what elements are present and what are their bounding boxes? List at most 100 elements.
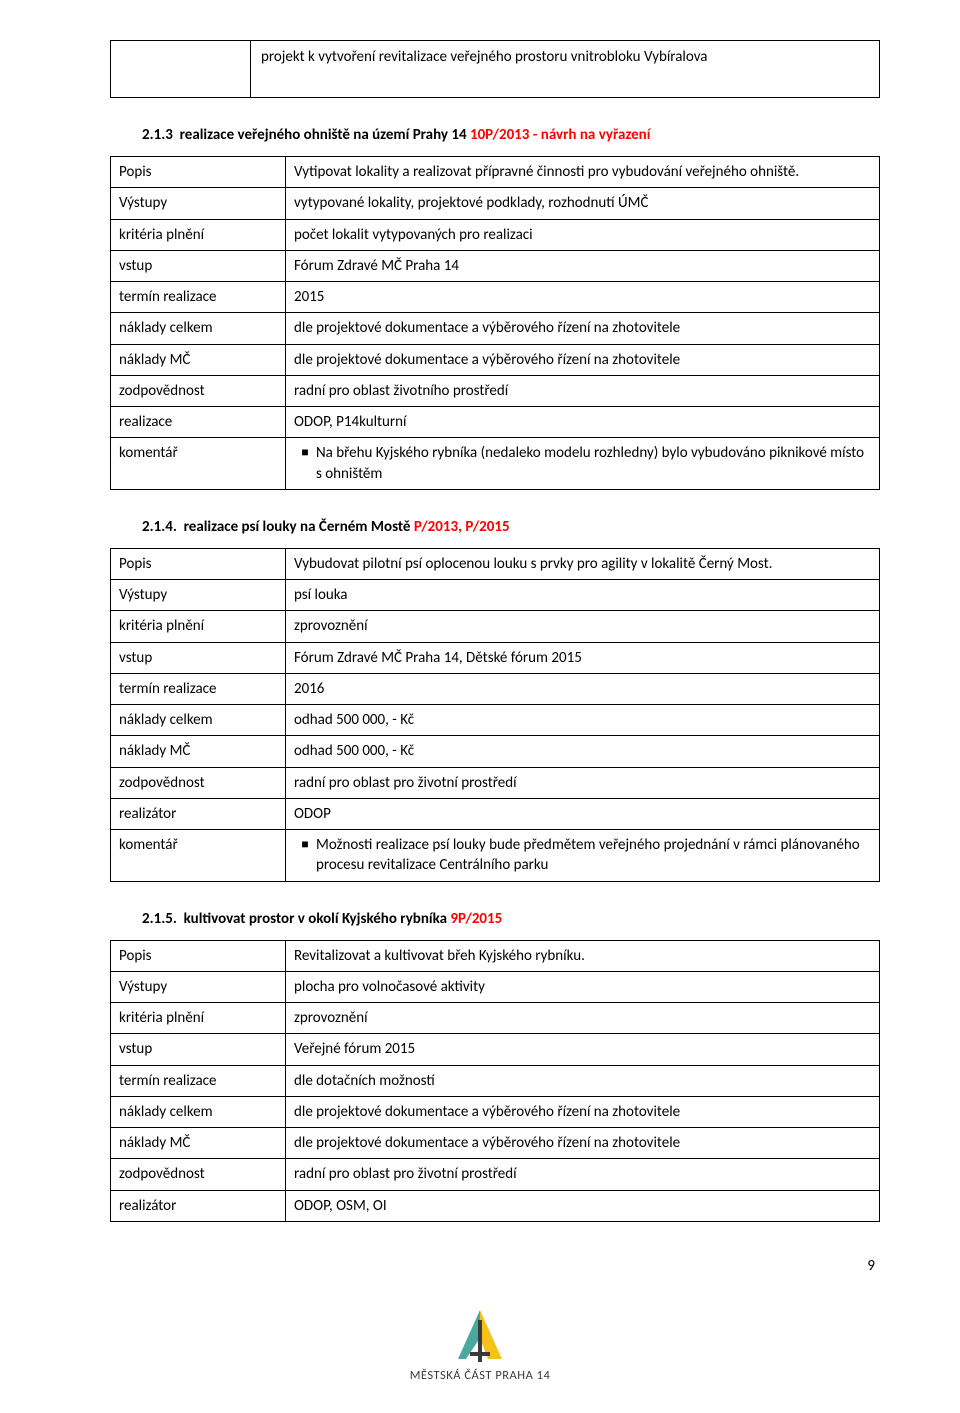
row-label: Popis bbox=[111, 940, 286, 971]
section-num: 2.1.4. bbox=[142, 518, 177, 536]
row-label: náklady MČ bbox=[111, 736, 286, 767]
section-title-black: realizace veřejného ohniště na území Pra… bbox=[180, 126, 470, 144]
table-row: PopisRevitalizovat a kultivovat břeh Kyj… bbox=[111, 940, 880, 971]
row-label: vstup bbox=[111, 642, 286, 673]
row-label: náklady MČ bbox=[111, 1128, 286, 1159]
row-label: termín realizace bbox=[111, 673, 286, 704]
row-value: počet lokalit vytypovaných pro realizaci bbox=[286, 219, 880, 250]
table-row: náklady MČdle projektové dokumentace a v… bbox=[111, 344, 880, 375]
row-label: termín realizace bbox=[111, 282, 286, 313]
row-value: dle projektové dokumentace a výběrového … bbox=[286, 1096, 880, 1127]
row-value: vytypované lokality, projektové podklady… bbox=[286, 188, 880, 219]
table-row: termín realizacedle dotačních možností bbox=[111, 1065, 880, 1096]
row-value: plocha pro volnočasové aktivity bbox=[286, 971, 880, 1002]
row-value: Revitalizovat a kultivovat břeh Kyjského… bbox=[286, 940, 880, 971]
bullet-text: Možnosti realizace psí louky bude předmě… bbox=[316, 835, 871, 876]
row-label: Popis bbox=[111, 157, 286, 188]
row-value: Vytipovat lokality a realizovat přípravn… bbox=[286, 157, 880, 188]
table-row: náklady celkemodhad 500 000, - Kč bbox=[111, 705, 880, 736]
row-value: ■ Možnosti realizace psí louky bude před… bbox=[286, 830, 880, 882]
section-heading-213: 2.1.3 realizace veřejného ohniště na úze… bbox=[142, 126, 880, 144]
section-num: 2.1.3 bbox=[142, 126, 173, 144]
row-label: kritéria plnění bbox=[111, 611, 286, 642]
row-value: radní pro oblast životního prostředí bbox=[286, 375, 880, 406]
row-value: dle dotačních možností bbox=[286, 1065, 880, 1096]
row-value: dle projektové dokumentace a výběrového … bbox=[286, 1128, 880, 1159]
row-value: psí louka bbox=[286, 580, 880, 611]
section-title-red: P/2013, P/2015 bbox=[414, 518, 510, 536]
top-box-empty-cell bbox=[111, 41, 251, 97]
table-row: termín realizace2016 bbox=[111, 673, 880, 704]
row-label: zodpovědnost bbox=[111, 375, 286, 406]
row-label: vstup bbox=[111, 250, 286, 281]
row-label: realizátor bbox=[111, 798, 286, 829]
row-label: vstup bbox=[111, 1034, 286, 1065]
table-row: vstupFórum Zdravé MČ Praha 14 bbox=[111, 250, 880, 281]
section-title-red: 10P/2013 - návrh na vyřazení bbox=[470, 126, 650, 144]
bullet-text: Na břehu Kyjského rybníka (nedaleko mode… bbox=[316, 443, 871, 484]
row-value: Fórum Zdravé MČ Praha 14 bbox=[286, 250, 880, 281]
section-title-red: 9P/2015 bbox=[450, 910, 502, 928]
row-label: náklady celkem bbox=[111, 705, 286, 736]
top-continuation-box: projekt k vytvoření revitalizace veřejné… bbox=[110, 40, 880, 98]
table-row: komentář ■ Možnosti realizace psí louky … bbox=[111, 830, 880, 882]
table-row: zodpovědnostradní pro oblast pro životní… bbox=[111, 767, 880, 798]
table-row: zodpovědnostradní pro oblast pro životní… bbox=[111, 1159, 880, 1190]
row-value: zprovoznění bbox=[286, 611, 880, 642]
table-row: vstupFórum Zdravé MČ Praha 14, Dětské fó… bbox=[111, 642, 880, 673]
row-value: dle projektové dokumentace a výběrového … bbox=[286, 344, 880, 375]
row-label: zodpovědnost bbox=[111, 767, 286, 798]
table-row: PopisVybudovat pilotní psí oplocenou lou… bbox=[111, 548, 880, 579]
table-213: PopisVytipovat lokality a realizovat pří… bbox=[110, 156, 880, 490]
page-number: 9 bbox=[867, 1257, 875, 1275]
row-value: 2016 bbox=[286, 673, 880, 704]
row-value: dle projektové dokumentace a výběrového … bbox=[286, 313, 880, 344]
row-value: ODOP, P14kulturní bbox=[286, 407, 880, 438]
row-label: Výstupy bbox=[111, 971, 286, 1002]
top-box-text: projekt k vytvoření revitalizace veřejné… bbox=[251, 41, 879, 97]
section-heading-215: 2.1.5. kultivovat prostor v okolí Kyjské… bbox=[142, 910, 880, 928]
row-label: kritéria plnění bbox=[111, 219, 286, 250]
table-row: zodpovědnostradní pro oblast životního p… bbox=[111, 375, 880, 406]
table-row: realizaceODOP, P14kulturní bbox=[111, 407, 880, 438]
row-value: radní pro oblast pro životní prostředí bbox=[286, 767, 880, 798]
table-row: Výstupypsí louka bbox=[111, 580, 880, 611]
row-value: zprovoznění bbox=[286, 1003, 880, 1034]
row-value: odhad 500 000, - Kč bbox=[286, 736, 880, 767]
table-215: PopisRevitalizovat a kultivovat břeh Kyj… bbox=[110, 940, 880, 1222]
row-value: Fórum Zdravé MČ Praha 14, Dětské fórum 2… bbox=[286, 642, 880, 673]
footer-logo: MĚSTSKÁ ČÁST PRAHA 14 bbox=[385, 1304, 575, 1383]
table-row: PopisVytipovat lokality a realizovat pří… bbox=[111, 157, 880, 188]
row-label: náklady celkem bbox=[111, 1096, 286, 1127]
row-value: 2015 bbox=[286, 282, 880, 313]
section-title-black: realizace psí louky na Černém Mostě bbox=[184, 518, 414, 536]
row-value: Veřejné fórum 2015 bbox=[286, 1034, 880, 1065]
table-row: Výstupyvytypované lokality, projektové p… bbox=[111, 188, 880, 219]
bullet-icon: ■ bbox=[294, 835, 316, 855]
row-label: Výstupy bbox=[111, 580, 286, 611]
row-value: Vybudovat pilotní psí oplocenou louku s … bbox=[286, 548, 880, 579]
table-row: vstupVeřejné fórum 2015 bbox=[111, 1034, 880, 1065]
row-label: realizace bbox=[111, 407, 286, 438]
row-value: ODOP bbox=[286, 798, 880, 829]
table-214: PopisVybudovat pilotní psí oplocenou lou… bbox=[110, 548, 880, 882]
row-value: ODOP, OSM, OI bbox=[286, 1190, 880, 1221]
row-label: náklady MČ bbox=[111, 344, 286, 375]
row-label: Výstupy bbox=[111, 188, 286, 219]
table-row: kritéria plněnípočet lokalit vytypovanýc… bbox=[111, 219, 880, 250]
table-row: kritéria plněnízprovoznění bbox=[111, 1003, 880, 1034]
row-value: ■ Na břehu Kyjského rybníka (nedaleko mo… bbox=[286, 438, 880, 490]
table-row: náklady MČdle projektové dokumentace a v… bbox=[111, 1128, 880, 1159]
row-label: komentář bbox=[111, 438, 286, 490]
table-row: kritéria plněnízprovoznění bbox=[111, 611, 880, 642]
row-value: radní pro oblast pro životní prostředí bbox=[286, 1159, 880, 1190]
row-value: odhad 500 000, - Kč bbox=[286, 705, 880, 736]
section-num: 2.1.5. bbox=[142, 910, 177, 928]
section-title-black: kultivovat prostor v okolí Kyjského rybn… bbox=[184, 910, 451, 928]
praha14-logo-icon bbox=[440, 1304, 520, 1364]
table-row: realizátorODOP bbox=[111, 798, 880, 829]
row-label: zodpovědnost bbox=[111, 1159, 286, 1190]
table-row: náklady MČodhad 500 000, - Kč bbox=[111, 736, 880, 767]
row-label: náklady celkem bbox=[111, 313, 286, 344]
row-label: Popis bbox=[111, 548, 286, 579]
